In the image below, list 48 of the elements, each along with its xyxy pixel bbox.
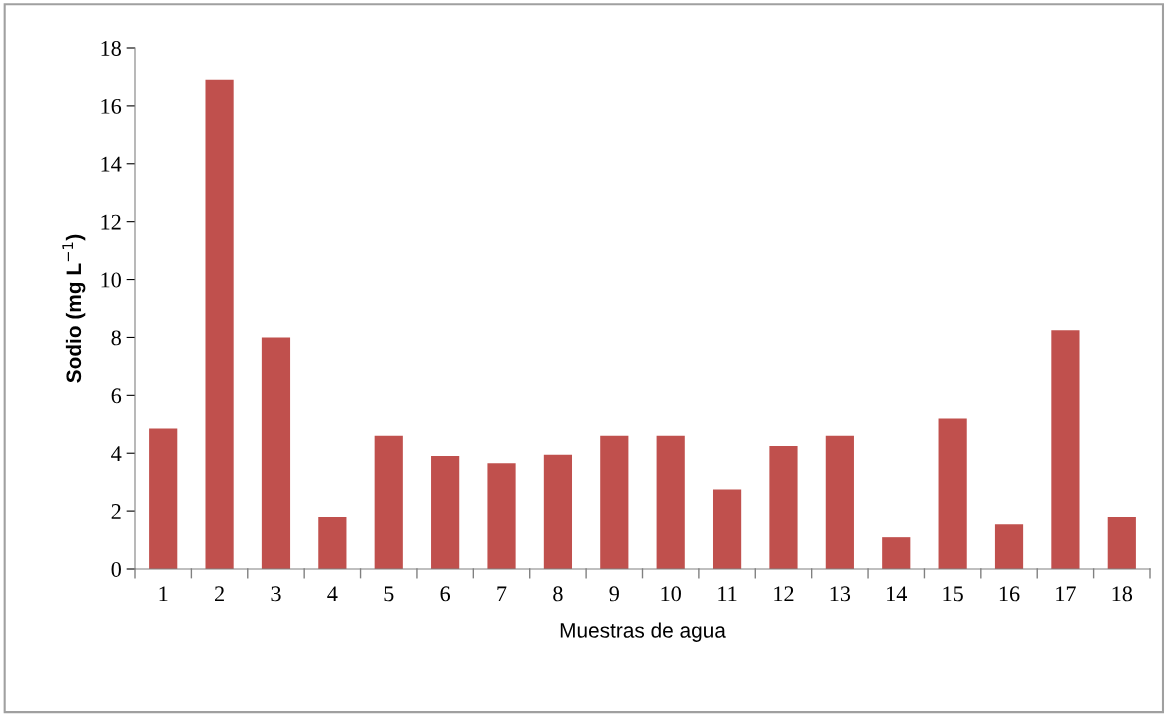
- x-tick-label: 9: [609, 586, 619, 602]
- bar: [261, 337, 291, 569]
- y-axis-title: Sodio (mg L$^{−1}$): [62, 234, 86, 383]
- y-tick-label: 6: [111, 388, 122, 404]
- x-tick-label: 2: [215, 586, 224, 602]
- bar: [543, 454, 573, 569]
- bar: [656, 435, 685, 569]
- x-axis-title: Muestras de agua: [560, 622, 726, 642]
- bar: [487, 463, 516, 569]
- x-tick-label: 18: [1112, 586, 1133, 602]
- x-tick-label: 5: [384, 586, 394, 602]
- y-tick-label: 8: [111, 330, 121, 346]
- bar: [825, 435, 854, 569]
- x-tick-label: 15: [943, 586, 963, 602]
- x-tick-label: 16: [999, 586, 1020, 602]
- x-tick-label: 6: [440, 586, 451, 602]
- x-tick-label: 17: [1056, 586, 1076, 602]
- bar: [600, 435, 629, 569]
- x-tick-label: 13: [830, 586, 851, 602]
- bar: [938, 418, 967, 569]
- x-tick-label: 4: [327, 586, 338, 602]
- bar: [149, 428, 178, 569]
- bar: [205, 79, 234, 569]
- y-tick-label: 0: [111, 561, 121, 577]
- y-tick-label: 2: [111, 504, 121, 519]
- bar: [1051, 330, 1080, 569]
- bar: [712, 489, 742, 569]
- y-tick-label: 4: [111, 446, 122, 461]
- x-tick-label: 1: [159, 586, 168, 602]
- x-tick-label: 14: [887, 586, 908, 602]
- x-tick-label: 8: [553, 586, 563, 602]
- bar: [769, 445, 798, 569]
- bar: [318, 516, 347, 569]
- y-tick-label: 16: [101, 98, 122, 114]
- x-tick-label: 7: [497, 586, 507, 602]
- x-tick-label: 12: [774, 586, 794, 602]
- bar: [431, 456, 460, 569]
- y-tick-label: 12: [101, 214, 121, 230]
- y-tick-label: 18: [101, 40, 121, 56]
- bar: [374, 435, 403, 569]
- bar: [994, 524, 1024, 569]
- x-tick-label: 3: [271, 586, 281, 602]
- bar: [1107, 516, 1136, 569]
- bar: [882, 537, 911, 569]
- y-tick-label: 10: [101, 272, 121, 288]
- x-tick-label: 11: [718, 586, 737, 602]
- y-tick-label: 14: [101, 156, 122, 172]
- x-tick-label: 10: [661, 586, 681, 602]
